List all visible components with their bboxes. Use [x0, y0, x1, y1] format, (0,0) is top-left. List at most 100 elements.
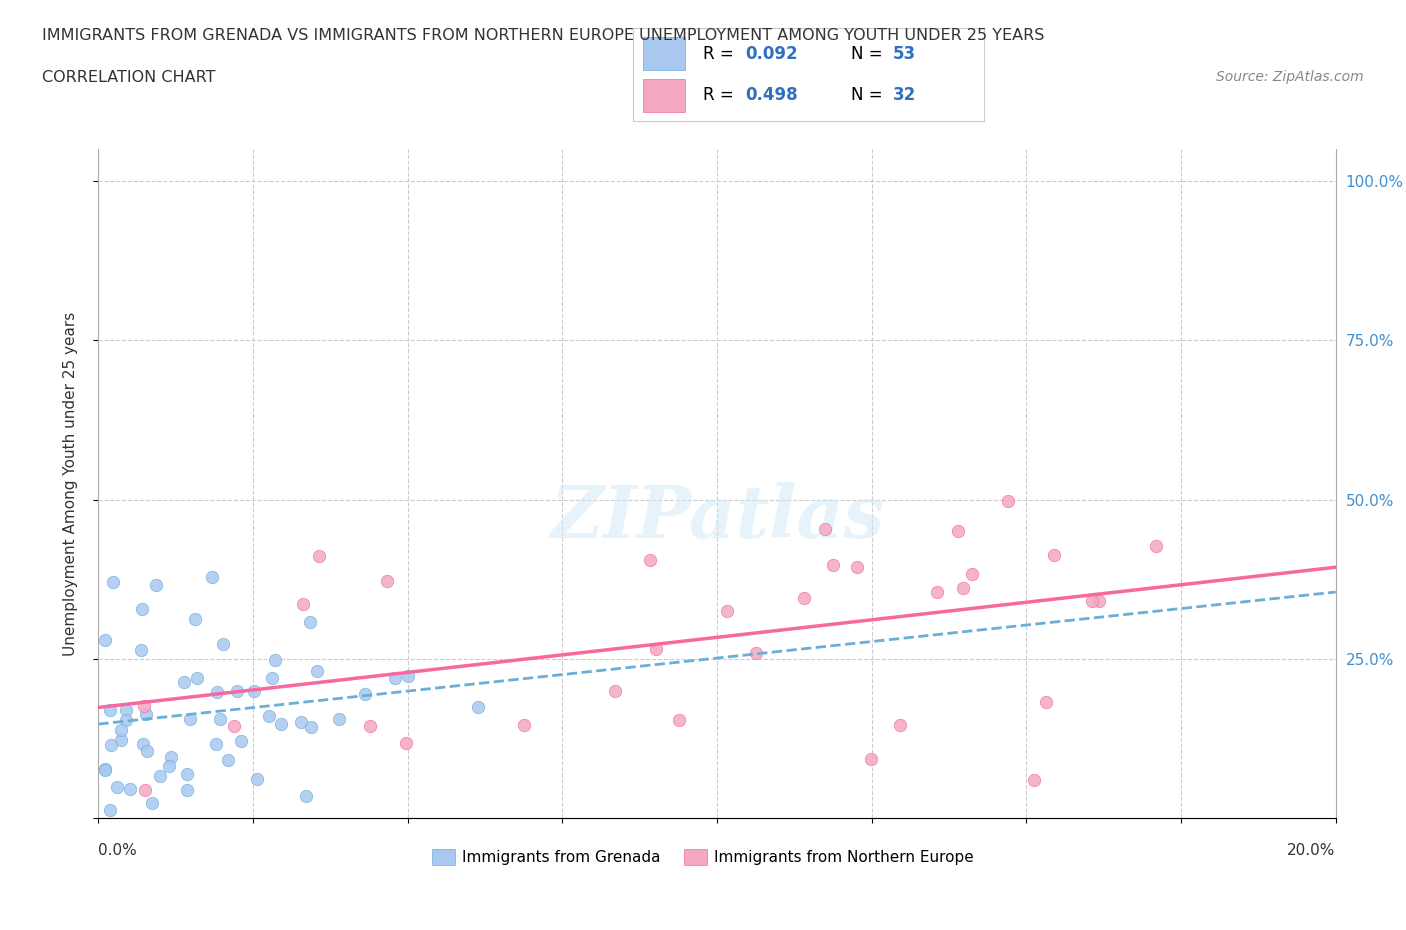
Point: [745, 645, 768, 660]
Point: [110, 723, 132, 737]
Point: [294, 789, 316, 804]
Point: [291, 597, 314, 612]
Text: 0.0%: 0.0%: [98, 844, 138, 858]
Point: [846, 559, 869, 574]
Point: [149, 768, 172, 783]
Point: [645, 642, 668, 657]
Point: [173, 674, 195, 689]
Point: [145, 578, 167, 592]
Point: [375, 574, 398, 589]
Point: [103, 575, 125, 590]
Text: Source: ZipAtlas.com: Source: ZipAtlas.com: [1216, 70, 1364, 84]
Point: [262, 671, 284, 685]
Point: [638, 552, 661, 567]
Point: [305, 663, 328, 678]
Point: [259, 708, 281, 723]
Point: [925, 584, 948, 599]
Point: [141, 796, 163, 811]
Point: [1035, 695, 1057, 710]
Point: [100, 738, 122, 753]
Point: [960, 566, 983, 581]
Point: [93, 763, 115, 777]
Point: [299, 720, 322, 735]
Point: [209, 711, 232, 726]
Point: [115, 712, 138, 727]
Point: [136, 744, 159, 759]
Point: [1081, 593, 1104, 608]
Point: [952, 580, 974, 595]
Text: 32: 32: [893, 86, 917, 104]
Point: [135, 706, 157, 721]
Point: [354, 687, 377, 702]
Text: ZIPatlas: ZIPatlas: [550, 482, 884, 552]
Point: [114, 703, 136, 718]
FancyBboxPatch shape: [644, 37, 686, 70]
Point: [1024, 773, 1046, 788]
Point: [118, 782, 141, 797]
Point: [716, 604, 738, 618]
Point: [93, 632, 115, 647]
Text: 0.092: 0.092: [745, 45, 797, 63]
Point: [359, 719, 381, 734]
Point: [231, 734, 253, 749]
Point: [110, 732, 132, 747]
Point: [226, 684, 249, 698]
Text: R =: R =: [703, 86, 740, 104]
Point: [207, 684, 229, 699]
Point: [131, 737, 153, 751]
Point: [270, 716, 292, 731]
Text: 53: 53: [893, 45, 915, 63]
Point: [98, 703, 121, 718]
Point: [793, 590, 815, 604]
Point: [217, 752, 239, 767]
Point: [159, 750, 181, 764]
Point: [176, 766, 198, 781]
Point: [134, 783, 156, 798]
Point: [384, 671, 406, 685]
Point: [222, 718, 245, 733]
Legend: Immigrants from Grenada, Immigrants from Northern Europe: Immigrants from Grenada, Immigrants from…: [426, 843, 980, 871]
Point: [605, 684, 627, 698]
Point: [184, 611, 207, 626]
Point: [1144, 538, 1167, 553]
Point: [131, 602, 153, 617]
Point: [93, 762, 115, 777]
Point: [201, 569, 224, 584]
Point: [328, 711, 350, 726]
Point: [1087, 593, 1109, 608]
Point: [946, 524, 969, 538]
Point: [997, 493, 1019, 508]
Point: [211, 637, 233, 652]
Point: [467, 699, 489, 714]
Point: [299, 615, 322, 630]
Point: [308, 548, 330, 563]
Point: [668, 712, 690, 727]
Point: [179, 711, 201, 726]
Point: [204, 737, 226, 751]
Text: CORRELATION CHART: CORRELATION CHART: [42, 70, 215, 85]
Point: [1043, 548, 1066, 563]
Point: [859, 751, 882, 766]
Point: [105, 779, 128, 794]
Text: R =: R =: [703, 45, 740, 63]
Point: [264, 652, 287, 667]
Point: [129, 643, 152, 658]
Point: [186, 671, 208, 685]
Text: 20.0%: 20.0%: [1288, 844, 1336, 858]
Point: [176, 783, 198, 798]
Point: [134, 698, 156, 713]
Point: [98, 803, 121, 817]
Point: [395, 736, 418, 751]
Text: N =: N =: [851, 86, 887, 104]
Y-axis label: Unemployment Among Youth under 25 years: Unemployment Among Youth under 25 years: [63, 312, 77, 656]
Point: [157, 759, 180, 774]
Text: IMMIGRANTS FROM GRENADA VS IMMIGRANTS FROM NORTHERN EUROPE UNEMPLOYMENT AMONG YO: IMMIGRANTS FROM GRENADA VS IMMIGRANTS FR…: [42, 28, 1045, 43]
Text: 0.498: 0.498: [745, 86, 797, 104]
Point: [823, 557, 845, 572]
Point: [396, 668, 419, 683]
Point: [814, 522, 837, 537]
FancyBboxPatch shape: [644, 79, 686, 112]
Point: [889, 717, 911, 732]
Point: [242, 684, 264, 698]
Point: [290, 715, 312, 730]
